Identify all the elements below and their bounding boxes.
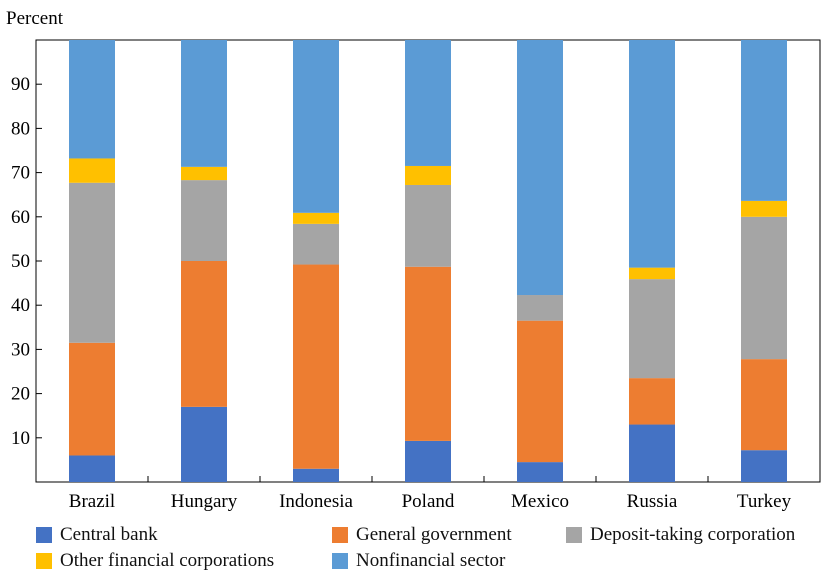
x-axis-labels: Brazil Hungary Indonesia Poland Mexico Russia… — [69, 476, 792, 512]
bar-poland-nonfinancial-sector — [405, 40, 451, 166]
y-tick-label-10: 10 — [11, 428, 30, 449]
legend-label-nonfinancial: Nonfinancial sector — [356, 550, 506, 571]
bar-poland-central-bank — [405, 440, 451, 482]
legend-swatch-central-bank — [36, 527, 52, 543]
legend-item-general-government: General government — [332, 524, 512, 546]
bar-turkey-nonfinancial-sector — [741, 40, 787, 201]
legend-label-deposit-taking: Deposit-taking corporation — [590, 524, 796, 545]
bar-turkey-general-government — [741, 359, 787, 451]
y-tick-label-30: 30 — [11, 339, 30, 360]
x-tick-label-hungary: Hungary — [171, 491, 238, 512]
bar-brazil-other-financial-corporations — [69, 158, 115, 183]
bar-indonesia-nonfinancial-sector — [293, 40, 339, 213]
x-tick-label-russia: Russia — [627, 491, 678, 512]
legend-item-nonfinancial: Nonfinancial sector — [332, 550, 505, 572]
bar-indonesia-other-financial-corporations — [293, 212, 339, 224]
legend-swatch-deposit-taking — [566, 527, 582, 543]
bar-russia-general-government — [629, 378, 675, 425]
bar-poland-other-financial-corporations — [405, 165, 451, 185]
bar-turkey-other-financial-corporations — [741, 200, 787, 217]
bar-brazil-deposit-taking-corporation — [69, 182, 115, 343]
bar-indonesia-central-bank — [293, 468, 339, 482]
bar-mexico-general-government — [517, 320, 563, 463]
legend-item-deposit-taking: Deposit-taking corporation — [566, 524, 795, 546]
bar-brazil-nonfinancial-sector — [69, 40, 115, 159]
x-tick-label-indonesia: Indonesia — [279, 491, 353, 512]
legend-swatch-nonfinancial — [332, 553, 348, 569]
legend-item-central-bank: Central bank — [36, 524, 158, 546]
bar-brazil-central-bank — [69, 455, 115, 482]
bar-russia-nonfinancial-sector — [629, 40, 675, 268]
bar-hungary-general-government — [181, 261, 227, 407]
legend-swatch-general-government — [332, 527, 348, 543]
bar-brazil-general-government — [69, 342, 115, 456]
bar-indonesia-general-government — [293, 264, 339, 469]
x-tick-label-brazil: Brazil — [69, 491, 115, 512]
bar-mexico-deposit-taking-corporation — [517, 295, 563, 321]
bar-hungary-nonfinancial-sector — [181, 40, 227, 167]
bar-turkey-deposit-taking-corporation — [741, 216, 787, 360]
bar-indonesia-deposit-taking-corporation — [293, 223, 339, 265]
legend-item-other-financial: Other financial corporations — [36, 550, 274, 572]
bar-poland-deposit-taking-corporation — [405, 184, 451, 267]
legend-label-central-bank: Central bank — [60, 524, 158, 545]
x-tick-label-turkey: Turkey — [737, 491, 792, 512]
bar-mexico-nonfinancial-sector — [517, 40, 563, 296]
y-tick-label-80: 80 — [11, 118, 30, 139]
x-tick-label-poland: Poland — [402, 491, 455, 512]
bar-mexico-central-bank — [517, 462, 563, 482]
bar-hungary-other-financial-corporations — [181, 166, 227, 181]
bar-hungary-central-bank — [181, 406, 227, 482]
legend-label-general-government: General government — [356, 524, 512, 545]
y-axis-title: Percent — [6, 8, 64, 29]
bars — [69, 40, 787, 482]
bar-russia-deposit-taking-corporation — [629, 279, 675, 379]
y-tick-label-20: 20 — [11, 384, 30, 405]
bar-russia-central-bank — [629, 424, 675, 482]
bar-poland-general-government — [405, 266, 451, 441]
legend: Central bank General government Deposit-… — [36, 524, 836, 576]
y-tick-label-90: 90 — [11, 74, 30, 95]
legend-label-other-financial: Other financial corporations — [60, 550, 275, 571]
x-tick-label-mexico: Mexico — [511, 491, 569, 512]
bar-turkey-central-bank — [741, 450, 787, 482]
y-tick-label-50: 50 — [11, 251, 30, 272]
legend-swatch-other-financial — [36, 553, 52, 569]
y-tick-label-40: 40 — [11, 295, 30, 316]
y-axis-ticks: 10 20 30 40 50 60 70 80 90 — [11, 74, 42, 449]
y-tick-label-60: 60 — [11, 207, 30, 228]
bar-hungary-deposit-taking-corporation — [181, 180, 227, 261]
bar-russia-other-financial-corporations — [629, 267, 675, 280]
y-tick-label-70: 70 — [11, 163, 30, 184]
